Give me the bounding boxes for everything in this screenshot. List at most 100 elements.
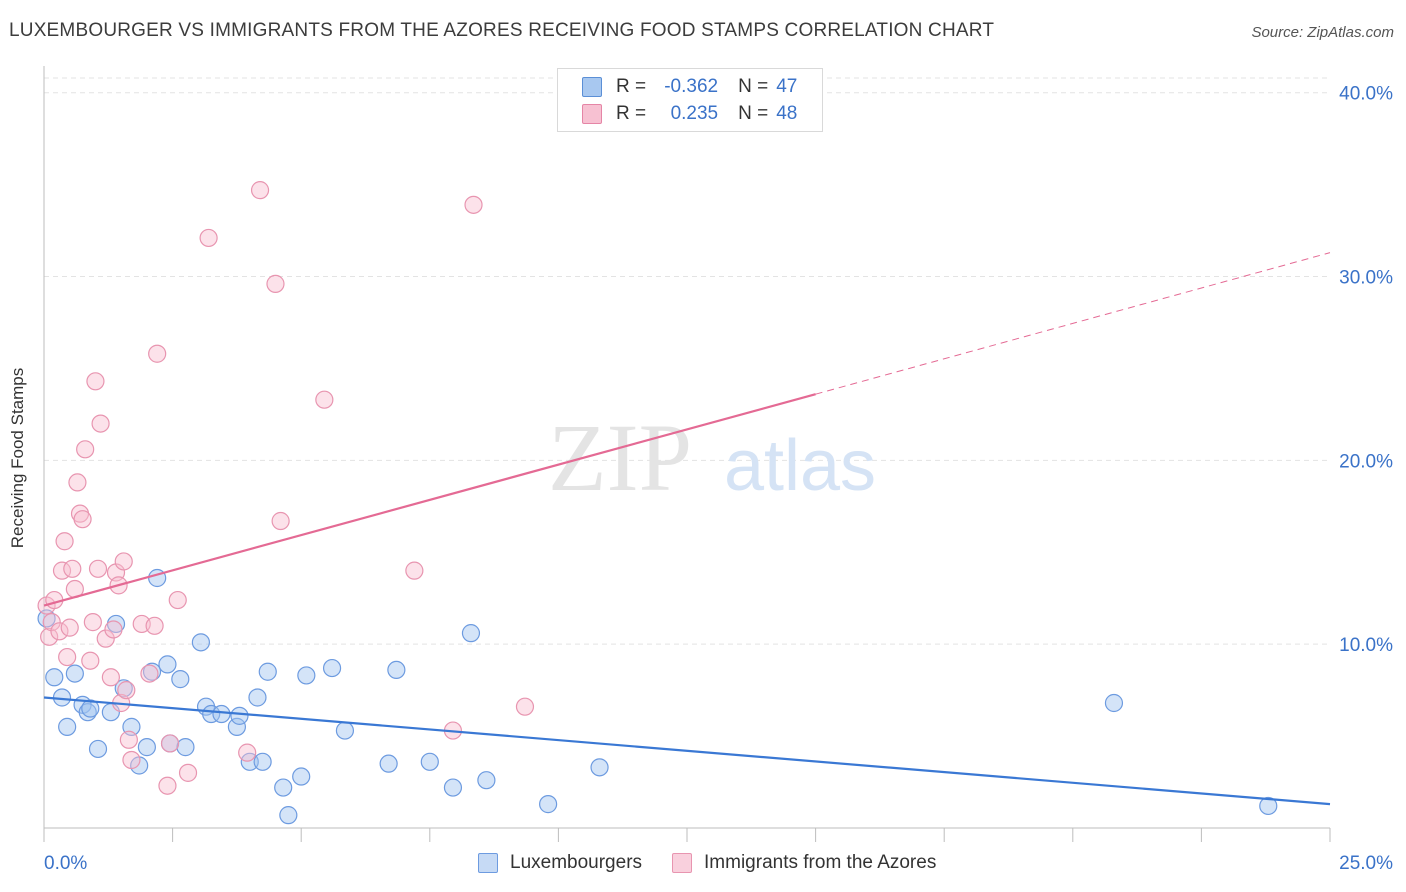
point-azores	[88, 559, 108, 578]
r-value: -0.362	[664, 76, 719, 97]
point-luxembourgers	[248, 688, 267, 707]
point-luxembourgers	[1104, 693, 1124, 713]
point-azores	[405, 561, 424, 580]
point-azores	[114, 552, 133, 571]
point-azores	[178, 763, 198, 782]
point-luxembourgers	[212, 704, 231, 724]
chart-title: LUXEMBOURGER VS IMMIGRANTS FROM THE AZOR…	[9, 20, 995, 41]
n-label: N =	[738, 103, 769, 124]
legend-swatch-azores	[672, 853, 693, 873]
point-azores	[238, 743, 257, 762]
point-luxembourgers	[387, 660, 406, 680]
n-label: N =	[738, 76, 769, 97]
point-azores	[76, 440, 95, 459]
point-azores	[140, 664, 159, 683]
n-value: 47	[776, 76, 798, 97]
point-luxembourgers	[171, 670, 190, 689]
point-azores	[55, 532, 74, 551]
trendline-azores-extension	[815, 252, 1331, 395]
point-azores	[91, 414, 110, 433]
stats-row-azores: R = 0.235 N = 48	[582, 102, 797, 126]
point-luxembourgers	[1259, 796, 1278, 816]
r-value: 0.235	[670, 103, 719, 124]
point-azores	[122, 750, 141, 770]
point-azores	[119, 730, 138, 749]
point-azores	[315, 390, 334, 409]
point-azores	[42, 613, 61, 632]
point-luxembourgers	[279, 806, 298, 825]
point-luxembourgers	[227, 717, 246, 736]
point-azores	[250, 181, 270, 200]
watermark: ZIP atlas	[548, 404, 876, 511]
point-azores	[83, 613, 102, 632]
point-luxembourgers	[461, 624, 481, 643]
x-tick-label: 25.0%	[1339, 853, 1393, 874]
y-tick-label: 20.0%	[1339, 451, 1393, 472]
point-luxembourgers	[292, 767, 311, 786]
trendlines	[43, 252, 1331, 806]
point-azores	[266, 274, 285, 293]
legend-label: Luxembourgers	[510, 852, 643, 873]
point-azores	[81, 651, 100, 670]
point-azores	[199, 228, 218, 248]
point-luxembourgers	[477, 771, 496, 790]
data-points	[37, 181, 1278, 825]
point-azores	[117, 681, 136, 700]
point-luxembourgers	[539, 795, 558, 814]
point-luxembourgers	[58, 717, 77, 736]
point-azores	[73, 510, 92, 529]
axes	[43, 66, 1331, 842]
point-luxembourgers	[202, 704, 221, 724]
point-azores	[104, 620, 123, 639]
y-axis-label: Receiving Food Stamps	[8, 367, 27, 549]
x-tick-label: 0.0%	[44, 853, 87, 874]
legend-swatch-luxembourgers	[478, 853, 498, 873]
point-luxembourgers	[114, 679, 133, 698]
legend-label: Immigrants from the Azores	[704, 852, 937, 873]
trendline-azores	[43, 393, 816, 607]
point-luxembourgers	[274, 778, 293, 797]
point-luxembourgers	[88, 739, 108, 759]
point-azores	[96, 629, 115, 648]
point-azores	[86, 372, 105, 391]
watermark-atlas: atlas	[724, 426, 876, 506]
point-azores	[160, 734, 180, 753]
point-azores	[158, 776, 177, 795]
point-luxembourgers	[379, 754, 398, 773]
stats-legend: R = -0.362 N = 47 R = 0.235 N = 48	[557, 68, 823, 132]
y-tick-label: 10.0%	[1339, 635, 1393, 656]
point-luxembourgers	[322, 658, 342, 678]
point-azores	[68, 473, 87, 492]
series-legend: Luxembourgers Immigrants from the Azores	[478, 852, 966, 874]
point-azores	[271, 511, 290, 531]
legend-swatch-azores	[582, 104, 602, 124]
point-luxembourgers	[258, 662, 277, 681]
point-luxembourgers	[335, 721, 355, 740]
point-luxembourgers	[142, 662, 162, 681]
y-tick-label: 30.0%	[1339, 268, 1393, 289]
trendline-luxembourgers	[43, 696, 1331, 806]
point-luxembourgers	[45, 668, 64, 687]
point-azores	[101, 668, 120, 687]
y-tick-label: 40.0%	[1339, 84, 1393, 105]
point-luxembourgers	[297, 666, 316, 685]
point-azores	[464, 195, 483, 214]
point-luxembourgers	[137, 738, 156, 757]
point-luxembourgers	[191, 633, 210, 652]
r-label: R =	[616, 103, 647, 124]
point-luxembourgers	[443, 778, 463, 797]
legend-item-azores[interactable]: Immigrants from the Azores	[672, 852, 936, 874]
watermark-zip: ZIP	[548, 404, 692, 511]
point-luxembourgers	[590, 758, 609, 777]
stats-row-luxembourgers: R = -0.362 N = 47	[582, 75, 797, 99]
point-azores	[40, 627, 59, 646]
point-azores	[60, 618, 79, 637]
point-luxembourgers	[253, 752, 272, 771]
point-azores	[50, 622, 69, 641]
source-credit: Source: ZipAtlas.com	[1251, 24, 1394, 41]
legend-item-luxembourgers[interactable]: Luxembourgers	[478, 852, 642, 874]
point-azores	[58, 647, 77, 667]
legend-swatch-luxembourgers	[582, 77, 602, 97]
tick-labels: 10.0% 20.0% 30.0% 40.0% 0.0% 25.0%	[44, 84, 1393, 874]
